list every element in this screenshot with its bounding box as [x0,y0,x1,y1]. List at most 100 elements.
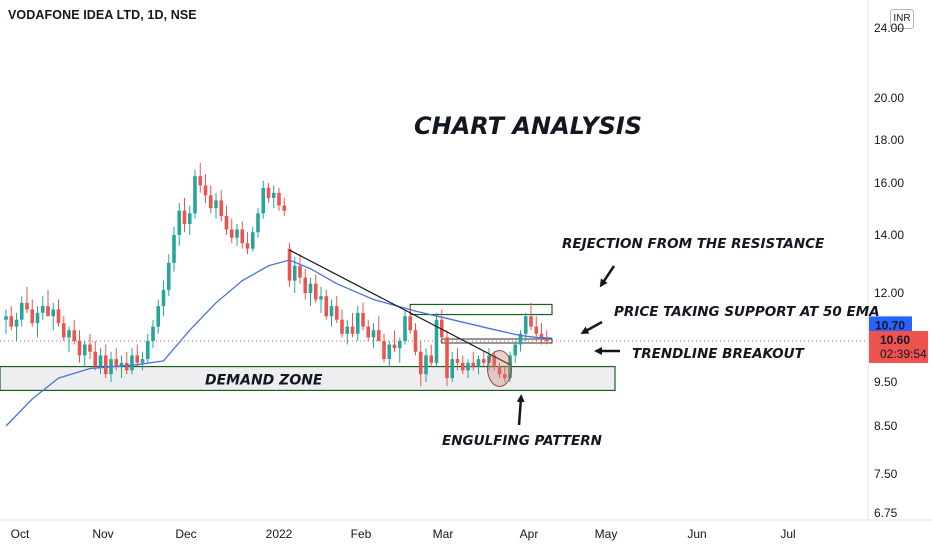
y-tick-label: 9.50 [874,375,898,389]
candle-body [350,326,355,334]
candle [198,163,203,193]
candle [513,341,518,363]
candle-body [67,330,71,338]
candle-body [51,309,56,317]
candle [214,192,218,219]
candle-timer-text: 02:39:54 [880,347,927,361]
candle-body [303,277,308,293]
demand-zone [0,365,616,392]
candle [403,309,407,345]
candle [481,351,486,367]
candle-body [492,355,497,367]
candle [497,362,502,379]
candle-body [9,316,14,327]
x-tick-label: May [595,527,618,541]
y-tick-label: 12.00 [874,286,904,300]
candle-body [156,306,161,327]
candle-body [523,316,528,334]
candle [130,348,134,375]
candle-body [229,229,234,238]
x-tick-label: Oct [11,527,30,541]
candle [30,299,35,327]
candle [67,326,71,352]
candle [355,306,360,341]
y-tick-label: 7.50 [874,467,898,481]
y-tick-label: 20.00 [874,91,904,105]
candle [382,333,386,363]
candle-body [4,316,8,320]
candle [14,312,19,341]
candle-body [418,351,423,375]
candle [287,243,292,287]
y-tick-label: 6.75 [874,506,898,520]
candle [40,296,45,320]
candle [271,185,276,209]
candle-body [198,176,203,186]
candle [424,348,428,382]
candle-body [376,330,381,341]
candle-body [25,302,29,310]
candle [56,299,61,327]
candle [172,226,176,272]
candle-body [135,355,140,363]
candle [51,302,56,331]
candle-body [224,216,229,230]
candle [193,169,197,219]
candle [371,323,376,349]
candle-body [61,323,66,338]
candle-body [172,235,176,263]
arrow-ema-support [580,320,603,334]
symbol-title[interactable]: VODAFONE IDEA LTD, 1D, NSE [8,8,197,22]
candle-body [392,344,397,349]
annotation-engulfing: ENGULFING PATTERN [442,433,603,449]
candle-body [502,374,507,379]
currency-button[interactable]: INR [890,9,914,29]
candle [340,309,344,338]
candle [492,351,497,371]
candle-body [481,359,486,363]
candle-body [355,312,360,334]
candle-body [88,344,92,352]
candle-body [93,351,98,367]
candle [277,187,281,211]
last-price-badge [869,331,928,363]
candle-body [513,344,518,356]
candle-body [140,359,145,363]
candle [256,208,260,238]
candle [98,348,103,375]
candle-body [466,362,470,371]
candle [308,277,313,307]
candle [329,299,334,327]
candle-body [240,229,245,244]
candle-body [471,362,476,367]
candle-body [497,366,502,375]
candle-body [413,330,418,352]
candle [313,274,318,303]
candle-body [439,319,444,338]
y-tick-label: 16.00 [874,176,904,190]
candle [156,299,161,334]
candle [413,323,418,356]
candle [119,355,124,379]
candle [539,323,544,345]
candle [9,306,14,331]
x-tick-label: Nov [92,527,113,541]
arrow-engulfing [516,394,525,426]
candle [19,296,24,327]
candle [145,333,150,363]
candle [418,341,423,387]
arrow-rejection [599,265,616,288]
candle-body [450,359,455,379]
candle-body [245,243,250,249]
candle-body [235,229,239,238]
candle-body [266,187,271,198]
candle [208,185,213,214]
y-tick-label: 14.00 [874,228,904,242]
demand-zone-label: DEMAND ZONE [205,372,323,388]
candle-body [103,355,108,375]
candle-body [145,341,150,360]
candle-body [30,309,35,324]
candle [240,221,245,249]
candle-body [40,306,45,313]
